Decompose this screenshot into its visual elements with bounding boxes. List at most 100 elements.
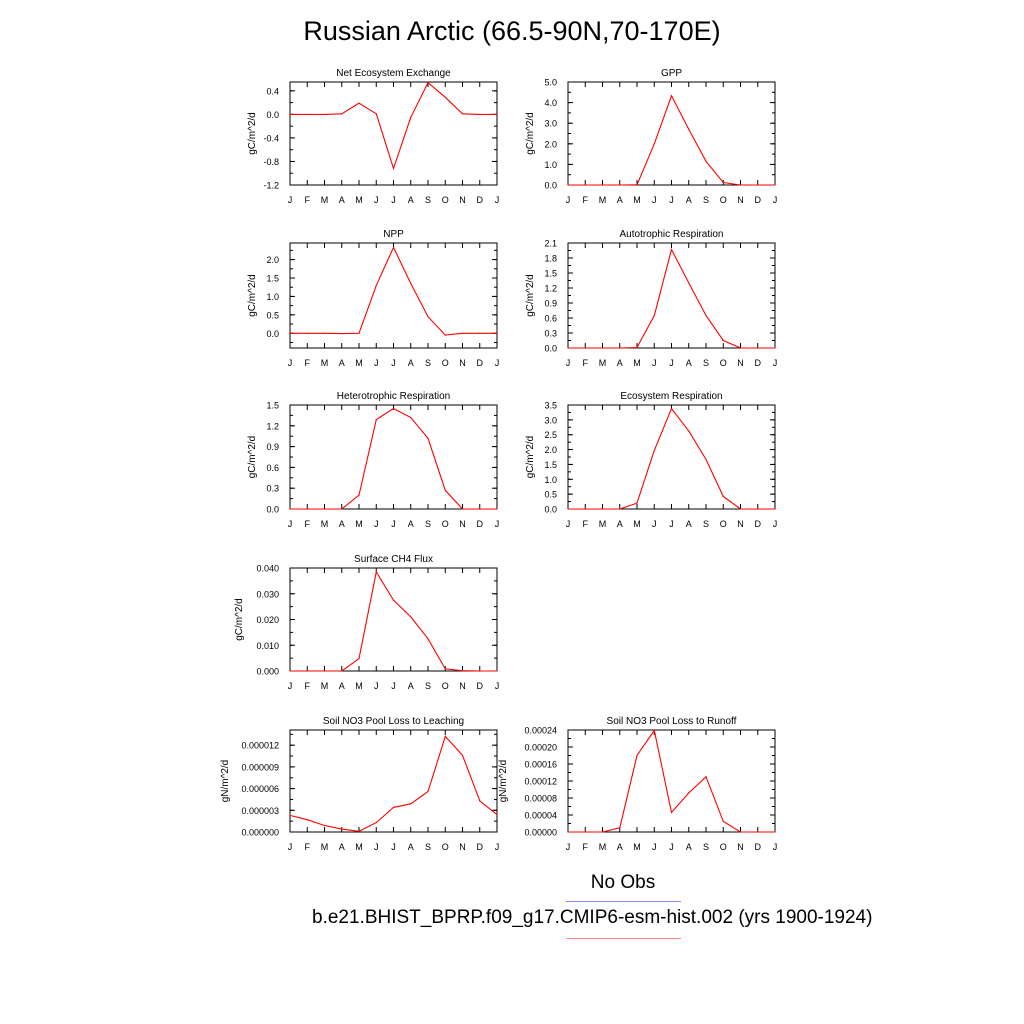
x-tick-label: M xyxy=(599,195,607,205)
y-tick-label: 0.0 xyxy=(266,329,279,339)
x-tick-label: O xyxy=(442,358,449,368)
data-point xyxy=(375,821,377,824)
data-point xyxy=(479,800,481,802)
data-point xyxy=(739,184,742,186)
data-point xyxy=(619,827,621,829)
data-point xyxy=(461,670,464,672)
x-tick-label: J xyxy=(288,358,293,368)
data-point xyxy=(670,95,673,97)
legend-case-label: b.e21.BHIST_BPRP.f09_g17.CMIP6-esm-hist.… xyxy=(312,907,873,928)
data-point xyxy=(496,332,498,334)
x-tick-label: F xyxy=(305,842,311,852)
y-tick-label: 1.0 xyxy=(544,475,557,485)
data-point xyxy=(375,418,377,421)
data-point xyxy=(461,332,464,334)
data-point xyxy=(757,508,759,510)
x-tick-label: M xyxy=(355,519,363,529)
x-tick-label: D xyxy=(477,195,484,205)
data-point xyxy=(688,792,690,794)
series-line xyxy=(568,247,775,349)
y-tick-label: 0.000009 xyxy=(241,762,279,772)
x-tick-label: J xyxy=(391,195,396,205)
plot-frame xyxy=(567,404,776,510)
data-point xyxy=(410,416,412,419)
x-tick-label: J xyxy=(669,519,674,529)
y-tick-label: 0.00024 xyxy=(524,726,557,736)
data-point xyxy=(739,831,742,833)
data-point xyxy=(427,437,429,439)
y-tick-label: 0.000000 xyxy=(241,828,279,838)
data-point xyxy=(358,494,360,496)
x-tick-label: O xyxy=(720,358,727,368)
chart-title: Ecosystem Respiration xyxy=(620,391,722,402)
data-point xyxy=(722,495,724,498)
x-tick-label: O xyxy=(720,195,727,205)
x-tick-label: J xyxy=(495,681,500,691)
y-tick-label: 0.040 xyxy=(256,564,279,574)
data-point xyxy=(358,332,360,334)
x-tick-label: J xyxy=(652,195,657,205)
x-tick-label: J xyxy=(374,681,379,691)
x-tick-label: S xyxy=(703,195,709,205)
y-tick-label: 0.00020 xyxy=(524,743,557,753)
x-tick-label: N xyxy=(459,195,466,205)
x-tick-label: J xyxy=(374,358,379,368)
chart-title: Soil NO3 Pool Loss to Leaching xyxy=(323,716,464,727)
x-tick-label: J xyxy=(288,842,293,852)
data-point xyxy=(410,616,412,618)
y-tick-label: 1.2 xyxy=(266,421,279,431)
x-tick-label: M xyxy=(633,842,641,852)
x-tick-label: M xyxy=(321,195,329,205)
data-point xyxy=(341,508,343,510)
x-tick-label: F xyxy=(583,195,589,205)
y-tick-label: 0.030 xyxy=(256,589,279,599)
y-tick-label: 0.6 xyxy=(266,463,279,473)
x-tick-label: N xyxy=(737,195,744,205)
data-point xyxy=(757,184,759,186)
x-tick-label: S xyxy=(703,358,709,368)
series-line xyxy=(568,729,775,833)
y-tick-label: 0.00004 xyxy=(524,811,557,821)
data-point xyxy=(375,113,377,115)
data-point xyxy=(774,184,776,186)
y-tick-label: 0.0 xyxy=(266,505,279,515)
chart-title: Autotrophic Respiration xyxy=(620,229,724,240)
x-tick-label: O xyxy=(442,195,449,205)
y-axis-label: gC/m^2/d xyxy=(247,436,258,479)
data-point xyxy=(653,143,655,145)
data-point xyxy=(392,407,395,410)
data-point xyxy=(461,754,464,756)
y-tick-label: 3.0 xyxy=(544,119,557,129)
x-tick-label: J xyxy=(669,358,674,368)
data-point xyxy=(722,181,724,184)
x-tick-label: A xyxy=(408,358,414,368)
data-point xyxy=(688,128,690,130)
data-point xyxy=(323,824,326,827)
data-point xyxy=(601,347,604,349)
data-point xyxy=(461,508,464,510)
data-point xyxy=(375,571,377,573)
data-point xyxy=(306,670,308,672)
y-tick-label: 0.6 xyxy=(544,314,557,324)
x-tick-label: F xyxy=(305,681,311,691)
y-tick-label: 0.0 xyxy=(544,344,557,354)
x-tick-label: N xyxy=(737,519,744,529)
x-tick-label: D xyxy=(477,358,484,368)
data-point xyxy=(670,248,673,251)
plot-frame xyxy=(567,729,776,833)
data-point xyxy=(567,184,569,186)
data-point xyxy=(688,282,690,284)
y-tick-label: 0.0 xyxy=(544,505,557,515)
y-axis-label: gC/m^2/d xyxy=(234,598,245,641)
data-point xyxy=(722,820,724,822)
x-tick-label: J xyxy=(288,681,293,691)
x-tick-label: J xyxy=(495,358,500,368)
x-tick-label: A xyxy=(686,842,692,852)
data-point xyxy=(306,508,308,510)
x-tick-label: J xyxy=(374,842,379,852)
x-tick-label: S xyxy=(425,681,431,691)
